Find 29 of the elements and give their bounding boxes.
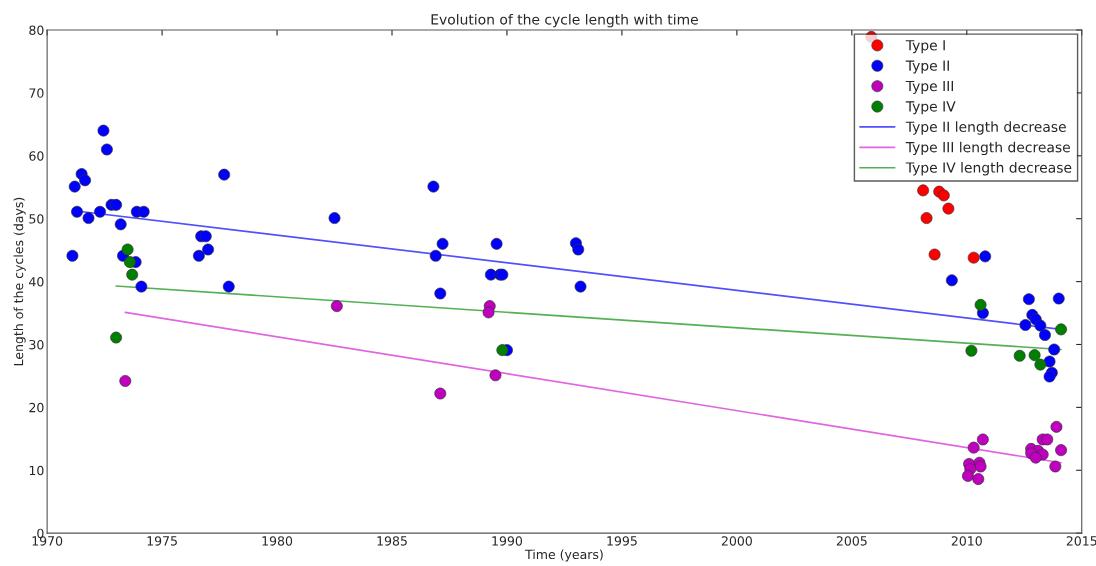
y-tick-label: 70 — [29, 88, 44, 98]
y-axis-title: Length of the cycles (days) — [13, 197, 26, 366]
y-tick-label: 0 — [37, 528, 44, 539]
x-tick-label: 2000 — [721, 536, 752, 546]
y-tick-label: 60 — [29, 151, 44, 161]
x-tick-label: 1995 — [607, 536, 637, 546]
x-tick-label: 2005 — [836, 536, 867, 546]
x-tick-label: 1970 — [32, 536, 63, 546]
x-tick-label: 2010 — [951, 536, 982, 546]
legend-label: Type IV — [905, 101, 956, 115]
y-tick-label: 80 — [29, 25, 44, 35]
y-tick-label: 20 — [29, 402, 44, 413]
x-tick-label: 1990 — [492, 536, 523, 546]
y-tick-label: 30 — [29, 339, 44, 350]
x-tick-label: 1975 — [147, 536, 177, 546]
y-tick-label: 50 — [29, 214, 44, 224]
y-tick-label: 10 — [29, 465, 44, 476]
legend-label: Type I — [905, 40, 945, 54]
legend-label: Type II length decrease — [905, 121, 1066, 135]
legend-label: Type III length decrease — [905, 141, 1070, 156]
x-axis-title: Time (years) — [525, 549, 603, 562]
legend-label: Type III — [905, 80, 954, 94]
x-tick-label: 1980 — [262, 536, 293, 546]
y-tick-label: 40 — [29, 277, 44, 287]
x-tick-label: 2015 — [1066, 536, 1096, 546]
chart-title: Evolution of the cycle length with time — [431, 13, 698, 28]
x-tick-label: 1985 — [377, 536, 407, 546]
legend-label: Type IV length decrease — [905, 162, 1072, 176]
legend-label: Type II — [905, 60, 949, 74]
